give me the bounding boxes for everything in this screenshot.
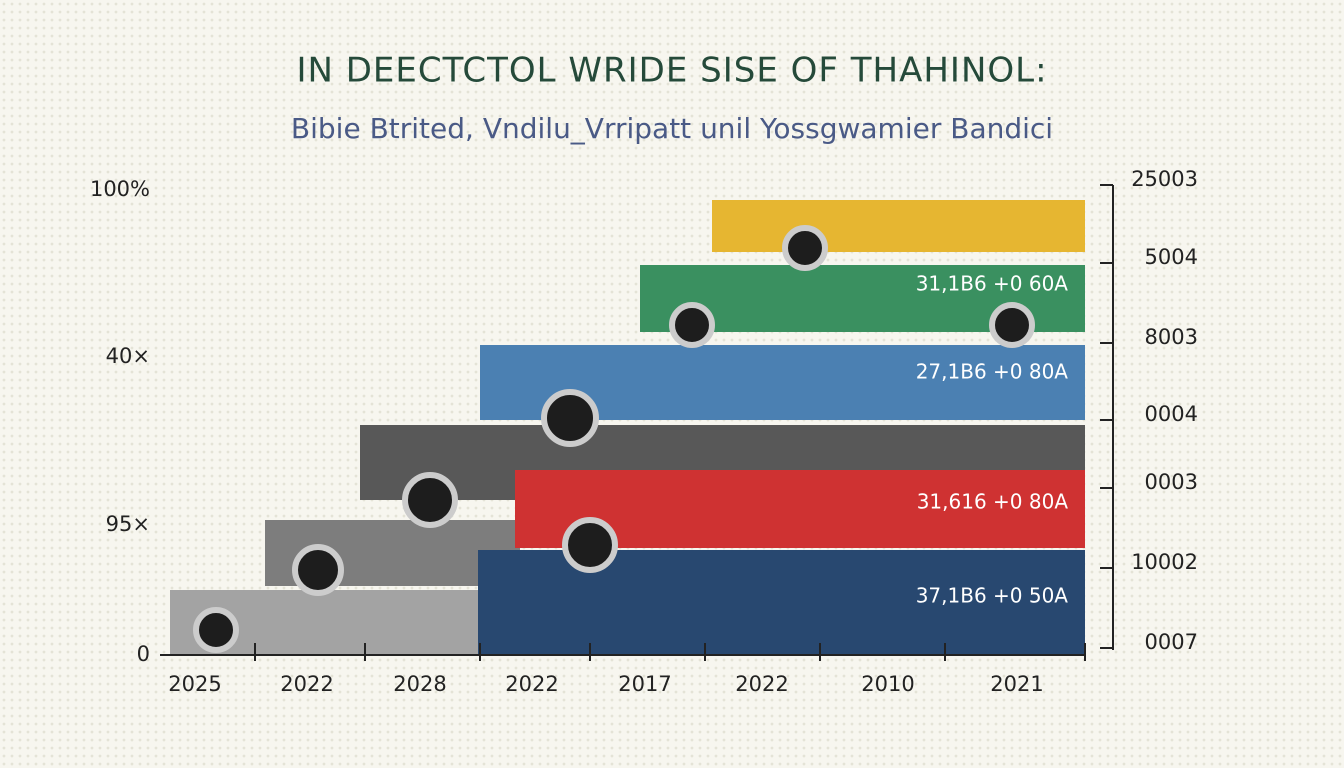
- x-axis-label: 2010: [861, 672, 914, 696]
- ticks: 100% 40× 95× 0 25003 5004 8003 0004 0003 10002 000…: [90, 167, 1198, 696]
- bar-label: 31,616 +0 80A: [917, 490, 1069, 514]
- wheel: [782, 225, 828, 271]
- x-axis-label: 2017: [618, 672, 671, 696]
- left-axis-label: 95×: [106, 512, 150, 536]
- right-axis-label: 8003: [1145, 325, 1198, 349]
- right-axis-label: 10002: [1131, 550, 1198, 574]
- vehicle-bars: [170, 200, 1085, 655]
- bar: [712, 200, 1085, 252]
- x-axis-label: 2022: [280, 672, 333, 696]
- x-axis-label: 2022: [735, 672, 788, 696]
- wheel: [669, 302, 715, 348]
- bar-label: 31,1B6 +0 60A: [916, 272, 1069, 296]
- subtitle: Bibie Btrited, Vndilu_Vrripatt unil Yoss…: [291, 112, 1053, 145]
- right-axis-label: 0004: [1145, 402, 1198, 426]
- wheel: [989, 302, 1035, 348]
- bar-label: 27,1B6 +0 80A: [916, 360, 1069, 384]
- x-axis-label: 2025: [168, 672, 221, 696]
- x-axis-label: 2021: [990, 672, 1043, 696]
- wheel: [292, 544, 344, 596]
- wheels: [193, 225, 1035, 653]
- right-axis-label: 0003: [1145, 470, 1198, 494]
- wheel: [402, 472, 458, 528]
- bar-labels: 31,1B6 +0 60A 27,1B6 +0 80A 31,616 +0 80…: [916, 272, 1069, 608]
- left-axis-label: 100%: [90, 177, 150, 201]
- bar-label: 37,1B6 +0 50A: [916, 584, 1069, 608]
- wheel: [541, 389, 599, 447]
- left-axis-label: 0: [137, 642, 150, 666]
- right-axis-label: 25003: [1131, 167, 1198, 191]
- x-axis-label: 2022: [505, 672, 558, 696]
- x-axis-label: 2028: [393, 672, 446, 696]
- left-axis-label: 40×: [106, 344, 150, 368]
- right-axis-label: 0007: [1145, 630, 1198, 654]
- right-axis-label: 5004: [1145, 245, 1198, 269]
- title: IN DEECTCTOL WRIDE SISE OF THAHINOL:: [296, 51, 1047, 91]
- wheel: [193, 607, 239, 653]
- wheel: [562, 517, 618, 573]
